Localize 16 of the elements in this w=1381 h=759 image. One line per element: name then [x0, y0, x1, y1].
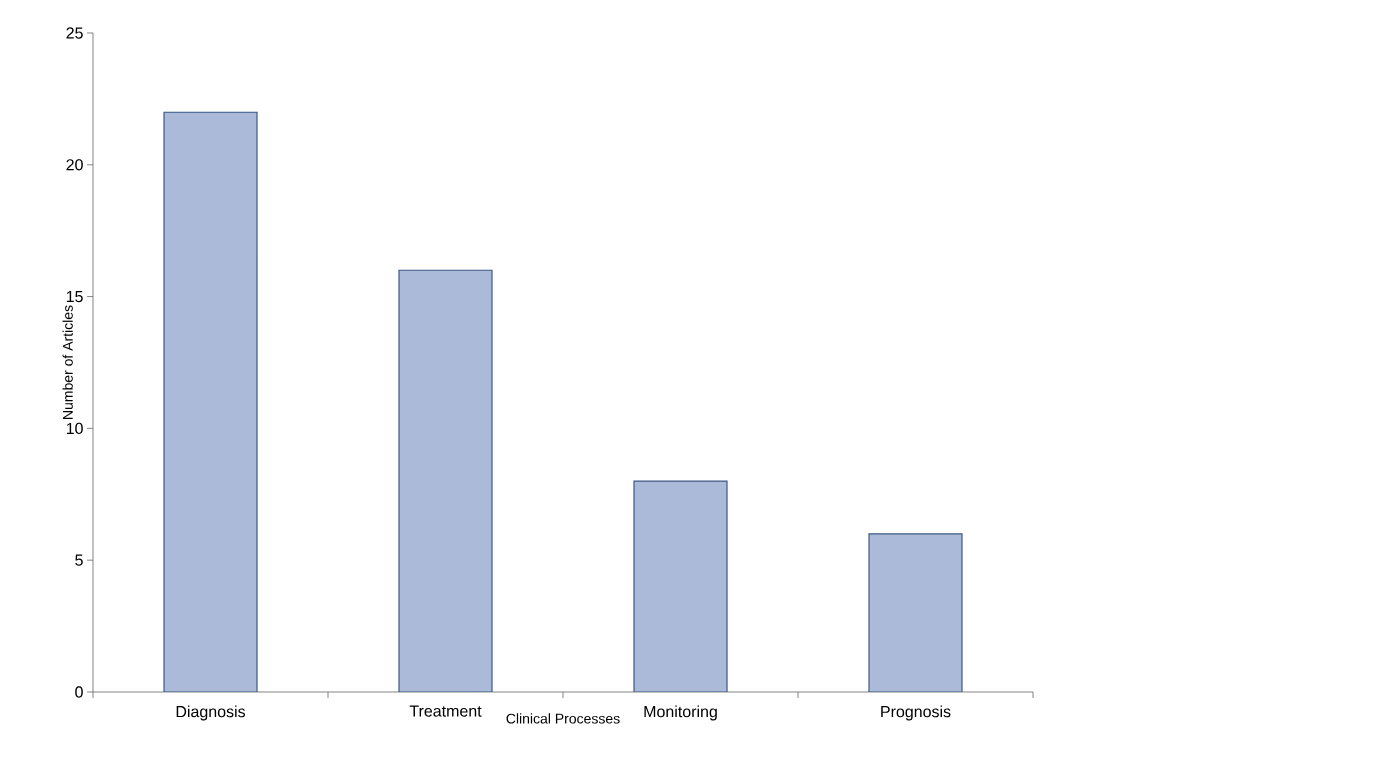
bar	[163, 111, 258, 692]
y-tick-label: 0	[75, 686, 83, 698]
y-tick-label: 15	[66, 291, 83, 303]
x-tick-label: Treatment	[409, 705, 482, 717]
x-tick-label: Prognosis	[881, 705, 951, 721]
bar	[633, 480, 728, 692]
x-axis-title: Clinical Processes	[506, 713, 620, 724]
y-axis-title: Number of Articles	[62, 305, 73, 419]
y-tick-label: 10	[66, 422, 83, 435]
y-tick-label: 5	[75, 554, 83, 566]
bar	[868, 533, 963, 692]
y-tick-label: 25	[66, 27, 83, 39]
x-tick-label: Diagnosis	[176, 705, 246, 721]
bar	[398, 269, 493, 692]
y-tick-label: 20	[66, 159, 83, 171]
x-tick-label: Monitoring	[644, 705, 717, 721]
